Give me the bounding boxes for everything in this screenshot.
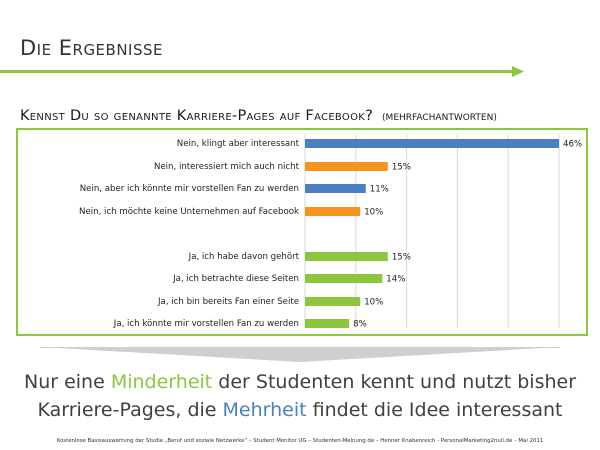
bar — [305, 139, 559, 148]
value-label: 46% — [563, 140, 582, 150]
category-label: Nein, ich möchte keine Unternehmen auf F… — [79, 207, 299, 217]
value-label: 14% — [386, 275, 405, 285]
conclusion-text-1a: Nur eine — [23, 371, 111, 393]
bar-chart: Nein, klingt aber interessant 46% Nein, in… — [79, 134, 582, 330]
category-label: Nein, aber ich könnte mir vorstellen Fan… — [80, 184, 299, 194]
category-label: Ja, ich habe davon gehört — [188, 252, 300, 262]
category-label: Ja, ich bin bereits Fan einer Seite — [157, 297, 299, 307]
highlight-minderheit: Minderheit — [110, 371, 213, 393]
bar — [305, 297, 361, 306]
title-underline-arrow — [0, 66, 524, 77]
conclusion-line-1: Nur eine Minderheit der Studenten kennt … — [0, 371, 600, 393]
value-label: 10% — [364, 208, 383, 218]
value-label: 8% — [353, 320, 367, 330]
conclusion-text-2a: Karriere-Pages, die — [37, 399, 223, 421]
chart-question: Kennst Du so genannte Karriere-Pages auf… — [20, 108, 497, 124]
question-text: Kennst Du so genannte Karriere-Pages auf… — [20, 108, 374, 124]
conclusion-line-2: Karriere-Pages, die Mehrheit findet die … — [0, 399, 600, 421]
bar — [305, 207, 361, 216]
value-label: 11% — [370, 185, 389, 195]
bar — [305, 319, 350, 328]
bar — [305, 274, 383, 283]
category-label: Nein, klingt aber interessant — [177, 139, 300, 149]
conclusion-text-1b: der Studenten kennt und nutzt bisher — [212, 371, 577, 393]
bar — [305, 184, 366, 193]
footer-source: Kostenlose Basisauswertung der Studie „B… — [56, 438, 544, 444]
value-label: 15% — [392, 253, 411, 263]
conclusion-text-2b: findet die Idee interessant — [306, 399, 563, 421]
value-label: 15% — [392, 163, 411, 173]
bar — [305, 162, 388, 171]
value-label: 10% — [364, 298, 383, 308]
category-label: Nein, interessiert mich auch nicht — [154, 162, 300, 172]
bar — [305, 252, 388, 261]
question-note: (Mehrfachantworten) — [382, 113, 497, 123]
page-title: Die Ergebnisse — [20, 36, 163, 60]
chart-frame: Nein, klingt aber interessant 46% Nein, in… — [16, 128, 588, 336]
highlight-mehrheit: Mehrheit — [222, 399, 307, 421]
grey-down-arrow — [40, 347, 560, 362]
category-label: Ja, ich könnte mir vorstellen Fan zu wer… — [113, 319, 299, 329]
category-label: Ja, ich betrachte diese Seiten — [172, 274, 299, 284]
